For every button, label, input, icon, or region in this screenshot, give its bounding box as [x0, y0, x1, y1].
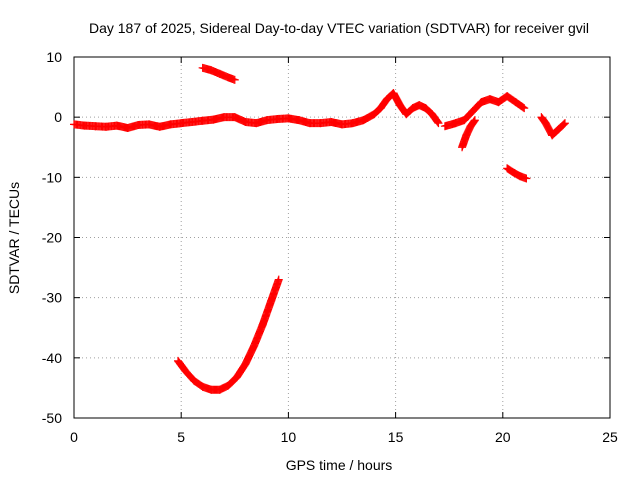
y-tick-label: -20: [42, 230, 62, 246]
series-tail-21-23: [537, 113, 569, 140]
data-point: [520, 104, 529, 113]
data-point: [470, 116, 479, 125]
y-tick-label: -50: [42, 410, 62, 426]
series-band-17-21: [440, 92, 529, 131]
data-point: [434, 119, 443, 128]
series-main-band: [70, 89, 443, 132]
x-tick-label: 10: [281, 429, 297, 445]
x-tick-label: 20: [495, 429, 511, 445]
data-point: [470, 117, 479, 126]
series-dip-18: [458, 116, 479, 152]
series-high-segment: [198, 63, 239, 84]
plot-area: 0 5 10 15 20 25 -50 -40 -30 -20 -10 0 10: [42, 49, 618, 445]
data-point: [519, 103, 528, 112]
x-tick-label: 5: [177, 429, 185, 445]
y-tick-label: -10: [42, 169, 62, 185]
chart-title: Day 187 of 2025, Sidereal Day-to-day VTE…: [89, 20, 589, 36]
data-point: [274, 275, 283, 284]
data-point: [433, 117, 442, 126]
x-tick-label: 25: [602, 429, 618, 445]
data-point: [230, 75, 239, 84]
y-tick-label: -30: [42, 290, 62, 306]
y-axis-label: SDTVAR / TECUs: [6, 182, 22, 294]
data-point: [560, 119, 569, 128]
series-low-segment-20: [503, 164, 531, 183]
x-tick-label: 15: [388, 429, 404, 445]
y-tick-label: 10: [46, 49, 62, 65]
data-point: [433, 118, 442, 127]
data-point: [560, 119, 569, 128]
x-tick-label: 0: [70, 429, 78, 445]
y-tick-label: -40: [42, 350, 62, 366]
data-point: [518, 102, 527, 111]
data-point: [559, 120, 568, 129]
data-point: [522, 174, 531, 183]
x-axis-label: GPS time / hours: [286, 457, 393, 473]
y-tick-label: 0: [54, 109, 62, 125]
data-point: [469, 117, 478, 126]
series-parabola-arc: [173, 275, 283, 394]
